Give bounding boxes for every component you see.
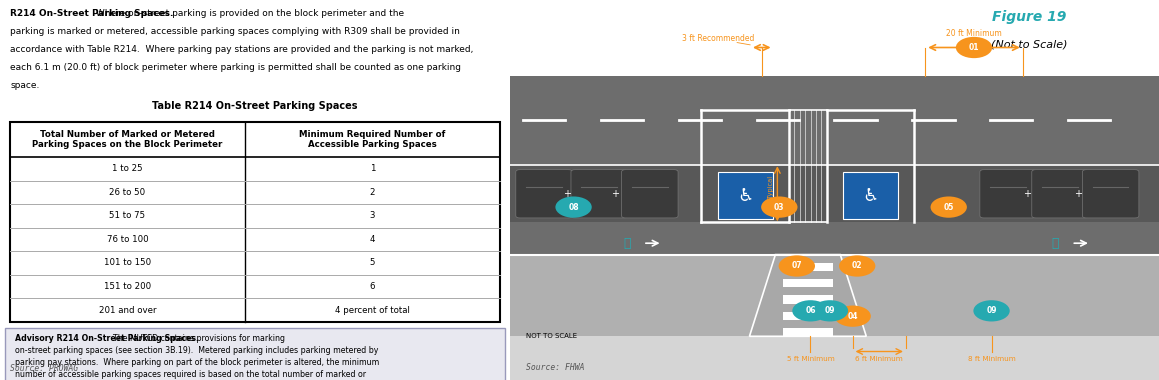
FancyBboxPatch shape <box>621 169 678 218</box>
Circle shape <box>779 255 815 277</box>
Text: Table R214 On-Street Parking Spaces: Table R214 On-Street Parking Spaces <box>152 101 358 111</box>
Text: 6: 6 <box>370 282 376 291</box>
Text: on-street parking spaces (see section 3B.19).  Metered parking includes parking : on-street parking spaces (see section 3B… <box>15 346 379 355</box>
Circle shape <box>839 255 875 277</box>
Text: 1: 1 <box>370 164 376 173</box>
Bar <box>510 255 1159 336</box>
Text: ⛹: ⛹ <box>1051 237 1059 250</box>
Text: Advisory R214 On-Street Parking Spaces.: Advisory R214 On-Street Parking Spaces. <box>15 334 199 344</box>
Text: 6 ft Minimum: 6 ft Minimum <box>855 356 903 363</box>
Text: 8 ft Minimum: 8 ft Minimum <box>968 356 1015 363</box>
Text: parking is marked or metered, accessible parking spaces complying with R309 shal: parking is marked or metered, accessible… <box>10 27 460 36</box>
Circle shape <box>555 196 592 218</box>
Text: The MUTCD contains provisions for marking: The MUTCD contains provisions for markin… <box>108 334 285 344</box>
Text: 04: 04 <box>847 312 858 321</box>
Circle shape <box>956 37 992 58</box>
Text: 1 to 25: 1 to 25 <box>112 164 143 173</box>
Text: R214 On-Street Parking Spaces.: R214 On-Street Parking Spaces. <box>10 10 174 19</box>
Bar <box>783 328 832 336</box>
Text: Where on-street parking is provided on the block perimeter and the: Where on-street parking is provided on t… <box>93 10 404 19</box>
Circle shape <box>811 300 848 321</box>
Text: 09: 09 <box>986 306 997 315</box>
Polygon shape <box>750 255 866 336</box>
Text: Minimum Required Number of
Accessible Parking Spaces: Minimum Required Number of Accessible Pa… <box>299 130 445 149</box>
Text: 2: 2 <box>370 188 376 197</box>
Text: 51 to 75: 51 to 75 <box>109 211 146 220</box>
Text: 07: 07 <box>792 261 802 271</box>
Text: 03: 03 <box>774 203 785 212</box>
Text: Total Number of Marked or Metered
Parking Spaces on the Block Perimeter: Total Number of Marked or Metered Parkin… <box>32 130 223 149</box>
Bar <box>510 336 1159 380</box>
Text: parking pay stations.  Where parking on part of the block perimeter is altered, : parking pay stations. Where parking on p… <box>15 358 379 367</box>
Text: +: + <box>1074 189 1081 199</box>
Bar <box>5 328 505 380</box>
Bar <box>783 296 832 304</box>
Circle shape <box>793 300 829 321</box>
Bar <box>783 279 832 287</box>
Text: 3: 3 <box>370 211 376 220</box>
Text: 08: 08 <box>568 203 578 212</box>
FancyBboxPatch shape <box>979 169 1036 218</box>
Text: 201 and over: 201 and over <box>99 306 156 315</box>
Text: (Not to Scale): (Not to Scale) <box>991 40 1067 50</box>
Text: 09: 09 <box>825 306 836 315</box>
Bar <box>717 172 773 219</box>
FancyBboxPatch shape <box>516 169 573 218</box>
Text: 4 ft Typical: 4 ft Typical <box>768 176 774 212</box>
Text: +: + <box>1022 189 1030 199</box>
FancyBboxPatch shape <box>1083 169 1139 218</box>
Bar <box>510 76 1159 255</box>
Text: 151 to 200: 151 to 200 <box>104 282 151 291</box>
FancyBboxPatch shape <box>1032 169 1088 218</box>
Text: 4 percent of total: 4 percent of total <box>335 306 410 315</box>
Text: 26 to 50: 26 to 50 <box>109 188 146 197</box>
Text: 4: 4 <box>370 235 376 244</box>
FancyBboxPatch shape <box>571 169 627 218</box>
Text: 5: 5 <box>370 258 376 268</box>
Text: +: + <box>563 189 571 199</box>
Text: Source: PROWAG: Source: PROWAG <box>10 364 79 373</box>
Text: +: + <box>611 189 619 199</box>
Bar <box>10 122 500 322</box>
Text: ⛹: ⛹ <box>624 237 630 250</box>
Text: NOT TO SCALE: NOT TO SCALE <box>526 332 577 339</box>
Text: Source: FHWA: Source: FHWA <box>526 363 584 372</box>
Text: 3 ft Recommended: 3 ft Recommended <box>681 33 755 43</box>
Bar <box>510 165 1159 222</box>
Text: ♿: ♿ <box>862 187 879 204</box>
Bar <box>843 172 898 219</box>
Text: 5 ft Minimum: 5 ft Minimum <box>787 356 834 363</box>
Text: number of accessible parking spaces required is based on the total number of mar: number of accessible parking spaces requ… <box>15 370 366 379</box>
Text: 76 to 100: 76 to 100 <box>107 235 148 244</box>
Bar <box>783 312 832 320</box>
Text: 101 to 150: 101 to 150 <box>104 258 151 268</box>
Text: 20 ft Minimum: 20 ft Minimum <box>946 29 1001 38</box>
Text: each 6.1 m (20.0 ft) of block perimeter where parking is permitted shall be coun: each 6.1 m (20.0 ft) of block perimeter … <box>10 63 461 72</box>
Text: ♿: ♿ <box>737 187 753 204</box>
Circle shape <box>834 306 870 327</box>
Circle shape <box>931 196 967 218</box>
Text: 02: 02 <box>852 261 862 271</box>
Text: space.: space. <box>10 81 39 90</box>
Bar <box>783 263 832 271</box>
Text: Figure 19: Figure 19 <box>992 10 1066 24</box>
Text: accordance with Table R214.  Where parking pay stations are provided and the par: accordance with Table R214. Where parkin… <box>10 45 474 54</box>
Circle shape <box>974 300 1009 321</box>
Circle shape <box>761 196 797 218</box>
Text: 06: 06 <box>806 306 816 315</box>
Text: 05: 05 <box>943 203 954 212</box>
Text: 01: 01 <box>969 43 979 52</box>
